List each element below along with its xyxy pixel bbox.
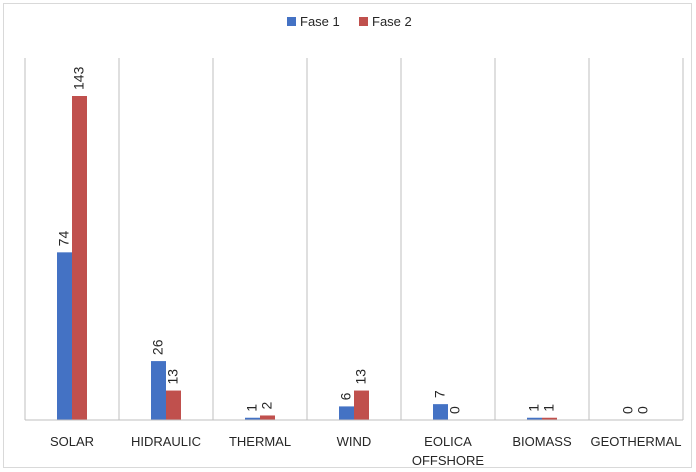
data-label: 0 [620, 406, 636, 414]
x-tick-label: GEOTHERMAL [590, 434, 681, 449]
bar-thermal-fase-1 [245, 417, 260, 420]
x-tick-label: SOLAR [50, 434, 94, 449]
x-tick-label: EOLICA OFFSHORE [412, 434, 485, 468]
bar-thermal-fase-2 [260, 415, 275, 420]
chart-frame [3, 3, 692, 468]
x-tick-label: WIND [337, 434, 372, 449]
category-separators [24, 58, 684, 420]
bar-solar-fase-1 [57, 252, 72, 420]
legend: Fase 1 Fase 2 [287, 14, 412, 29]
bar-hidraulic-fase-2 [166, 390, 181, 420]
data-label: 1 [244, 404, 260, 412]
data-label: 6 [338, 392, 354, 400]
bar-solar-fase-2 [72, 96, 87, 420]
bars [57, 96, 557, 420]
data-label: 26 [150, 339, 166, 355]
bar-wind-fase-2 [354, 390, 369, 420]
x-tick-label: HIDRAULIC [131, 434, 201, 449]
legend-swatch [287, 17, 296, 26]
bar-hidraulic-fase-1 [151, 361, 166, 420]
data-label: 0 [635, 406, 651, 414]
bar-wind-fase-1 [339, 406, 354, 420]
x-tick-label: BIOMASS [512, 434, 572, 449]
x-tick-labels: SOLAR HIDRAULIC THERMAL WIND EOLICA OFFSHORE B… [50, 434, 682, 468]
bar-biomass-fase-1 [527, 417, 542, 420]
data-label: 74 [56, 231, 72, 247]
legend-swatch [359, 17, 368, 26]
legend-label: Fase 1 [300, 14, 340, 29]
data-label: 2 [259, 401, 275, 409]
x-tick-label: THERMAL [229, 434, 291, 449]
data-label: 7 [432, 390, 448, 398]
data-label: 1 [526, 404, 542, 412]
data-label: 13 [353, 369, 369, 385]
data-label: 1 [541, 404, 557, 412]
data-label: 0 [447, 406, 463, 414]
bar-biomass-fase-2 [542, 417, 557, 420]
data-label: 13 [165, 369, 181, 385]
legend-label: Fase 2 [372, 14, 412, 29]
data-label: 143 [71, 66, 87, 90]
bar-eolica-offshore-fase-1 [433, 404, 448, 420]
